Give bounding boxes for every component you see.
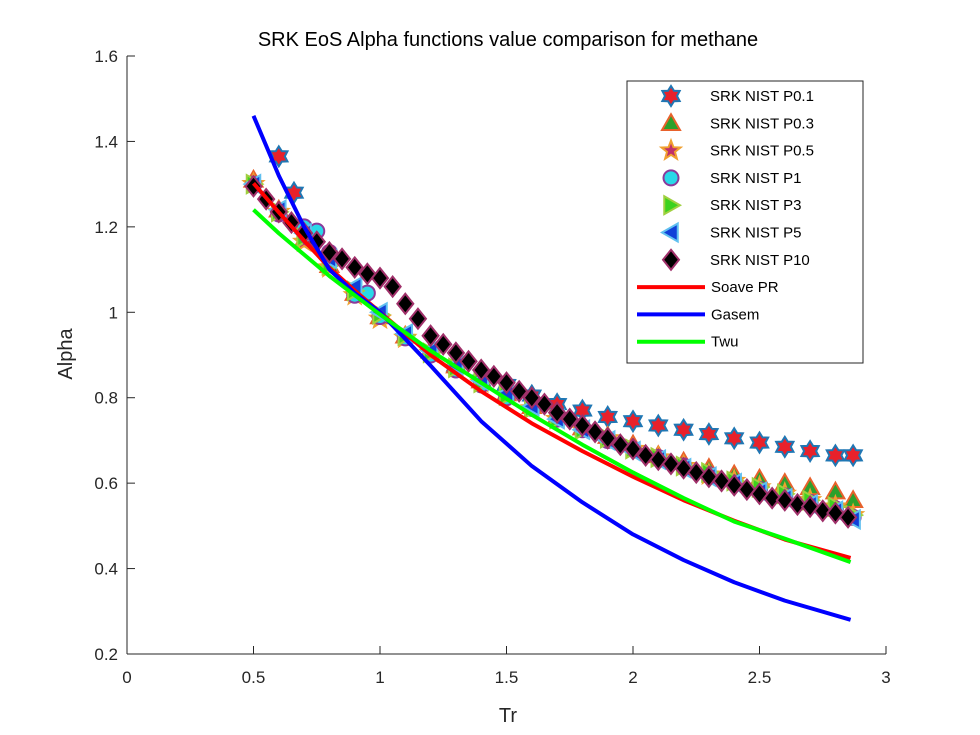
series-10-line bbox=[252, 208, 852, 565]
series-7-point bbox=[396, 292, 415, 316]
series-1-point bbox=[648, 413, 669, 438]
x-tick-label: 2.5 bbox=[748, 668, 772, 687]
y-tick-label: 1.4 bbox=[94, 132, 118, 151]
y-tick-label: 1.6 bbox=[94, 47, 118, 66]
axes: 0 0.5 1 1.5 2 2.5 3 0.2 0.4 0.6 0.8 1 1.2 1.4 1.6 bbox=[94, 47, 890, 687]
series-7-point bbox=[471, 358, 491, 382]
series-7-point bbox=[370, 266, 390, 290]
series-7-point bbox=[433, 332, 453, 356]
series-7-point bbox=[800, 495, 820, 519]
legend-label: SRK NIST P0.5 bbox=[710, 143, 814, 160]
series-7-point bbox=[788, 492, 807, 517]
legend-item: SRK NIST P0.3 bbox=[660, 112, 814, 132]
series-1-point bbox=[698, 422, 720, 446]
series-7-point bbox=[446, 341, 466, 365]
legend-item: Soave PR bbox=[637, 279, 779, 296]
y-tick-label: 0.4 bbox=[94, 560, 118, 579]
chart-title: SRK EoS Alpha functions value comparison… bbox=[258, 29, 758, 51]
legend-item: SRK NIST P0.5 bbox=[658, 137, 814, 162]
legend-marker bbox=[658, 137, 684, 162]
x-tick-label: 0 bbox=[122, 668, 131, 687]
series-7-point bbox=[573, 413, 592, 438]
x-tick-label: 0.5 bbox=[242, 668, 266, 687]
legend-label: SRK NIST P5 bbox=[710, 225, 801, 242]
series-7-point bbox=[762, 486, 782, 510]
legend-marker bbox=[663, 194, 683, 216]
series-7-point bbox=[623, 437, 643, 461]
series-1-point bbox=[799, 439, 821, 463]
series-7-point bbox=[484, 364, 504, 388]
series-9-line bbox=[251, 115, 852, 622]
series-7-point bbox=[459, 349, 478, 374]
series-7-point bbox=[598, 426, 617, 450]
legend-marker bbox=[661, 248, 681, 272]
legend-item: Twu bbox=[637, 334, 739, 351]
series-7-point bbox=[535, 392, 554, 416]
series-7-point bbox=[522, 386, 542, 410]
y-tick-label: 0.2 bbox=[94, 645, 118, 664]
legend: SRK NIST P0.1 SRK NIST P0.3 SRK NIST P0.5 S… bbox=[626, 80, 864, 364]
y-tick-label: 0.6 bbox=[94, 474, 118, 493]
x-tick-label: 2 bbox=[628, 668, 637, 687]
legend-label: Gasem bbox=[711, 306, 759, 323]
series-7-point bbox=[547, 401, 567, 425]
x-tick-label: 3 bbox=[881, 668, 890, 687]
y-tick-label: 1 bbox=[109, 303, 118, 322]
series-7-point bbox=[585, 420, 605, 444]
legend-label: SRK NIST P1 bbox=[710, 170, 801, 187]
series-7-point bbox=[838, 505, 858, 529]
series-1-point bbox=[774, 434, 796, 459]
series-7-point bbox=[497, 371, 516, 395]
legend-item: SRK NIST P3 bbox=[663, 194, 801, 216]
legend-label: Twu bbox=[711, 334, 739, 351]
legend-item: SRK NIST P5 bbox=[659, 221, 801, 244]
legend-item: SRK NIST P1 bbox=[662, 169, 801, 187]
legend-label: SRK NIST P10 bbox=[710, 252, 810, 269]
legend-item: SRK NIST P0.1 bbox=[660, 84, 814, 108]
plot-area bbox=[241, 115, 866, 622]
series-1-point bbox=[622, 409, 644, 434]
legend-marker bbox=[659, 221, 679, 244]
series-1-point bbox=[749, 430, 770, 455]
legend-label: Soave PR bbox=[711, 279, 779, 296]
legend-label: SRK NIST P0.3 bbox=[710, 115, 814, 132]
y-tick-label: 1.2 bbox=[94, 218, 118, 237]
y-tick-label: 0.8 bbox=[94, 389, 118, 408]
series-7-point bbox=[320, 240, 339, 265]
series-7-point bbox=[383, 275, 402, 299]
series-7-point bbox=[509, 379, 529, 403]
series-7-point bbox=[408, 307, 428, 331]
series-7-point bbox=[332, 247, 352, 271]
series-7-point bbox=[421, 324, 440, 348]
x-tick-label: 1 bbox=[375, 668, 384, 687]
series-7-point bbox=[813, 499, 833, 523]
y-axis-title: Alpha bbox=[55, 328, 77, 380]
legend-marker bbox=[662, 169, 680, 187]
legend-item: SRK NIST P10 bbox=[661, 248, 810, 272]
legend-marker bbox=[660, 112, 682, 132]
x-tick-label: 1.5 bbox=[495, 668, 519, 687]
series-1-point bbox=[723, 426, 745, 451]
legend-label: SRK NIST P0.1 bbox=[710, 88, 814, 105]
series-1-point bbox=[842, 443, 864, 468]
legend-marker bbox=[660, 84, 682, 108]
series-7-point bbox=[345, 255, 364, 280]
series-1-point bbox=[673, 417, 694, 442]
x-axis-title: Tr bbox=[499, 705, 517, 727]
legend-item: Gasem bbox=[637, 306, 759, 323]
legend-label: SRK NIST P3 bbox=[710, 197, 801, 214]
series-7-point bbox=[560, 407, 580, 431]
